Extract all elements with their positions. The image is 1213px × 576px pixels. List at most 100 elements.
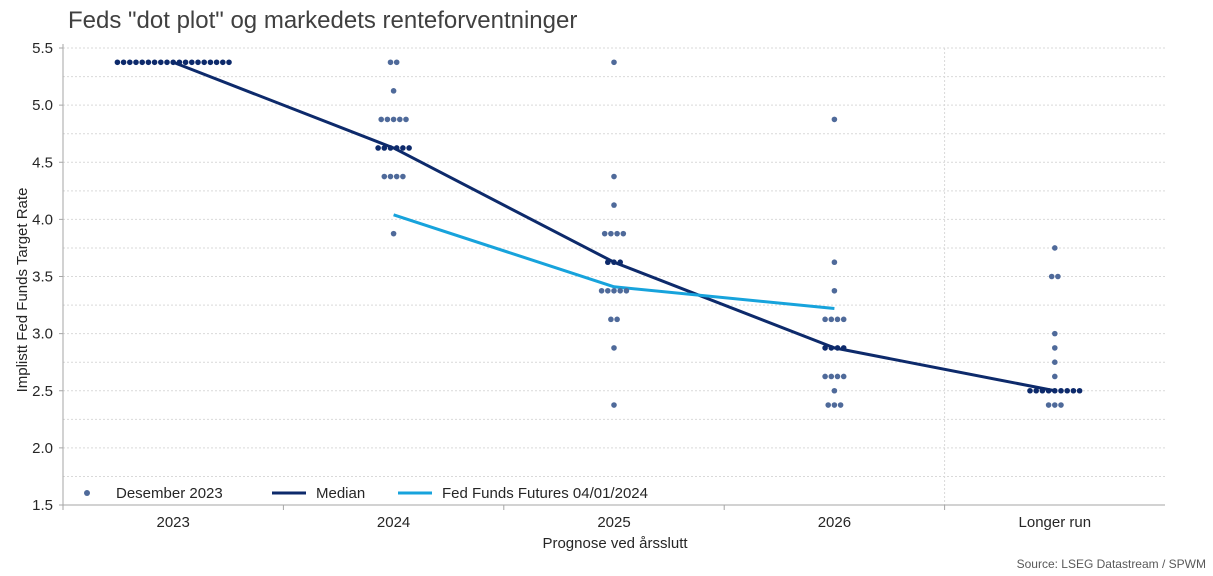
dot-point bbox=[201, 59, 207, 66]
dot-point bbox=[393, 173, 400, 180]
dot-point bbox=[822, 373, 828, 380]
dot-point bbox=[1058, 402, 1064, 408]
dot-point bbox=[825, 402, 831, 408]
chart-title: Feds "dot plot" og markedets renteforven… bbox=[68, 7, 577, 34]
dot-point bbox=[623, 287, 630, 294]
dot-point bbox=[207, 59, 214, 66]
dot-point bbox=[381, 145, 388, 151]
dot-point bbox=[617, 259, 623, 266]
dot-point bbox=[390, 230, 397, 237]
dot-point bbox=[614, 316, 620, 323]
dot-point bbox=[828, 345, 835, 351]
x-tick-label: Longer run bbox=[1019, 514, 1092, 531]
legend-label-median: Median bbox=[316, 485, 365, 502]
x-axis-label: Prognose ved årsslutt bbox=[542, 535, 688, 552]
dot-point bbox=[114, 59, 121, 66]
x-tick-label: 2023 bbox=[157, 514, 190, 531]
dot-point bbox=[611, 173, 617, 180]
y-tick-label: 3.0 bbox=[32, 326, 53, 343]
axes bbox=[62, 44, 1165, 506]
dot-point bbox=[145, 59, 152, 66]
y-axis-label: Implistt Fed Funds Target Rate bbox=[14, 188, 31, 393]
dot-point bbox=[387, 145, 394, 151]
dot-point bbox=[834, 316, 841, 323]
dot-point bbox=[840, 316, 847, 323]
legend-label-dots: Desember 2023 bbox=[116, 485, 223, 502]
dot-point bbox=[127, 59, 133, 66]
dot-point bbox=[840, 345, 847, 351]
dot-point bbox=[139, 59, 145, 66]
dot-point bbox=[601, 230, 608, 237]
dot-point bbox=[1045, 402, 1052, 408]
dot-point bbox=[611, 59, 617, 66]
y-tick-label: 5.5 bbox=[32, 40, 53, 57]
y-tick-label: 2.5 bbox=[32, 383, 53, 400]
dot-point bbox=[176, 59, 183, 66]
dot-point bbox=[151, 59, 158, 66]
series-lines bbox=[172, 60, 1056, 393]
dot-point bbox=[120, 59, 127, 66]
dot-point bbox=[1064, 387, 1070, 394]
dot-point bbox=[133, 59, 139, 66]
dot-point bbox=[822, 345, 828, 351]
dot-point bbox=[840, 373, 847, 380]
dot-point bbox=[614, 230, 620, 237]
dot-point bbox=[611, 259, 617, 266]
x-tick-label: 2024 bbox=[377, 514, 410, 531]
dot-point bbox=[182, 59, 189, 66]
dot-point bbox=[608, 316, 614, 323]
y-tick-label: 1.5 bbox=[32, 497, 53, 514]
dot-point bbox=[406, 145, 412, 151]
dot-point bbox=[831, 259, 838, 266]
x-tick-labels: 2023 2024 2025 2026 Longer run bbox=[62, 505, 1092, 531]
dot-point bbox=[1052, 345, 1058, 351]
dot-point bbox=[828, 316, 835, 323]
dot-point bbox=[831, 287, 838, 294]
dot-point bbox=[387, 59, 394, 66]
dot-point bbox=[387, 173, 394, 180]
dot-point bbox=[189, 59, 195, 66]
y-tick-label: 4.0 bbox=[32, 211, 53, 228]
source-note: Source: LSEG Datastream / SPWM bbox=[1017, 557, 1206, 571]
dot-point bbox=[1027, 387, 1033, 394]
dot-point bbox=[617, 287, 623, 294]
dot-point bbox=[828, 373, 835, 380]
dot-point bbox=[375, 145, 381, 151]
dot-point bbox=[1052, 387, 1058, 394]
dot-point bbox=[834, 373, 841, 380]
dot-point bbox=[1052, 373, 1058, 380]
dot-point bbox=[1055, 273, 1061, 280]
dot-point bbox=[831, 402, 838, 408]
dot-point bbox=[397, 116, 403, 123]
dot-point bbox=[834, 345, 841, 351]
legend-label-futures: Fed Funds Futures 04/01/2024 bbox=[442, 485, 648, 502]
dot-point bbox=[213, 59, 220, 66]
legend: Desember 2023 Median Fed Funds Futures 0… bbox=[84, 485, 648, 502]
gridlines bbox=[63, 47, 1165, 505]
dot-point bbox=[620, 230, 627, 237]
dot-point bbox=[1052, 359, 1058, 365]
dot-point bbox=[1048, 273, 1055, 280]
dot-point bbox=[837, 402, 844, 408]
dot-point bbox=[608, 230, 614, 237]
y-tick-label: 2.0 bbox=[32, 440, 53, 457]
dot-point bbox=[831, 116, 838, 123]
dot-point bbox=[611, 202, 617, 208]
dot-point bbox=[220, 59, 226, 66]
dot-point bbox=[390, 88, 397, 94]
dot-point bbox=[822, 316, 828, 323]
dot-point bbox=[611, 287, 617, 294]
dot-point bbox=[384, 116, 391, 123]
dot-point bbox=[400, 145, 406, 151]
dot-point bbox=[831, 387, 838, 394]
dot-point bbox=[195, 59, 201, 66]
dot-point bbox=[1076, 387, 1083, 394]
dot-point bbox=[1070, 387, 1077, 394]
dot-point bbox=[381, 173, 388, 180]
x-tick-label: 2025 bbox=[597, 514, 630, 531]
dot-point bbox=[378, 116, 385, 123]
dot-point bbox=[1039, 387, 1046, 394]
dot-point bbox=[611, 402, 617, 408]
dot-point bbox=[1052, 330, 1058, 337]
